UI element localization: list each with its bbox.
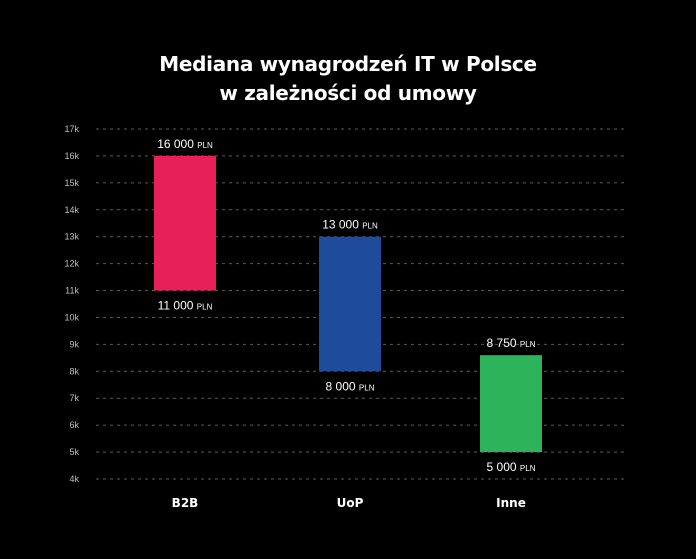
y-tick-label: 8k	[69, 366, 79, 376]
y-tick-label: 5k	[69, 447, 79, 457]
range-bar-b2b	[154, 155, 216, 291]
y-tick-label: 12k	[64, 259, 79, 269]
data-label-low: 5 000 PLN	[487, 460, 536, 474]
data-label-low: 8 000 PLN	[326, 379, 375, 393]
category-label: B2B	[172, 496, 199, 510]
range-bar-uop	[319, 236, 381, 372]
category-label: UoP	[337, 496, 364, 510]
chart-title-line-2: w zależności od umowy	[219, 81, 477, 105]
chart-title: Mediana wynagrodzeń IT w Polsce w zależn…	[0, 50, 696, 108]
data-label-low: 11 000 PLN	[158, 299, 213, 313]
y-tick-label: 17k	[64, 124, 79, 134]
y-tick-label: 14k	[64, 205, 79, 215]
y-tick-label: 4k	[69, 474, 79, 484]
category-label: Inne	[496, 496, 526, 510]
y-tick-label: 16k	[64, 151, 79, 161]
y-tick-label: 15k	[64, 178, 79, 188]
y-tick-label: 7k	[69, 393, 79, 403]
data-label-high: 8 750 PLN	[487, 336, 536, 350]
y-tick-label: 9k	[69, 339, 79, 349]
data-label-high: 16 000 PLN	[157, 137, 213, 151]
y-tick-label: 10k	[64, 312, 79, 322]
y-tick-label: 13k	[64, 232, 79, 242]
chart-title-line-1: Mediana wynagrodzeń IT w Polsce	[159, 52, 537, 76]
y-tick-label: 11k	[65, 286, 79, 296]
y-tick-label: 6k	[69, 420, 79, 430]
range-bar-inne	[480, 355, 542, 453]
data-label-high: 13 000 PLN	[322, 218, 378, 232]
